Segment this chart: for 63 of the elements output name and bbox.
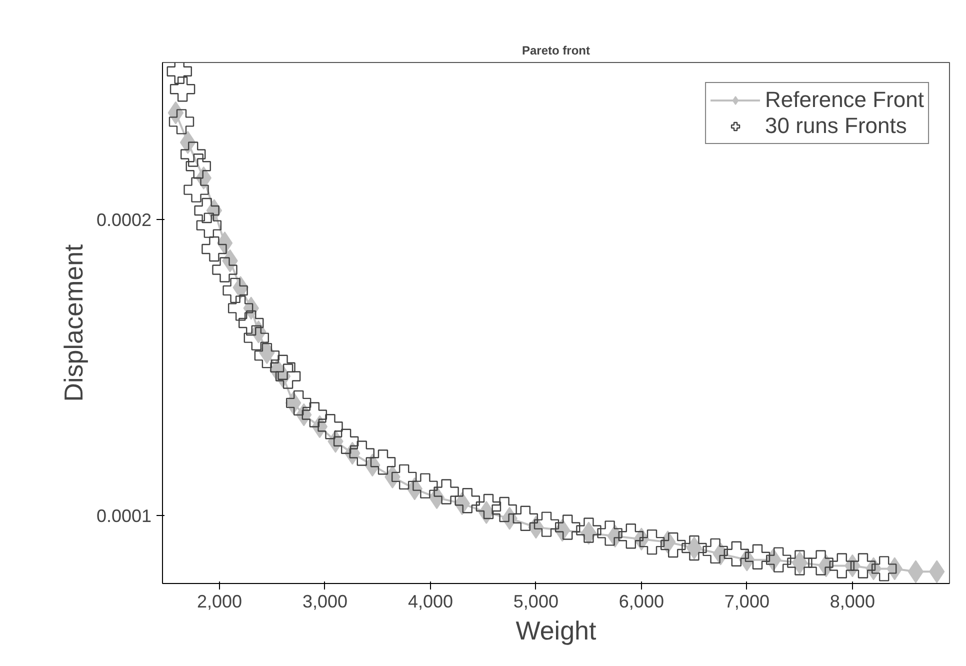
point xyxy=(534,512,560,537)
x-tick-label: 8,000 xyxy=(830,592,875,612)
point xyxy=(555,514,580,540)
point xyxy=(254,342,280,368)
point xyxy=(829,553,854,578)
point xyxy=(270,354,296,380)
x-tick-label: 6,000 xyxy=(618,592,664,612)
point xyxy=(639,529,665,555)
point xyxy=(168,109,194,134)
point xyxy=(186,154,211,179)
point xyxy=(238,310,264,336)
chart-title: Pareto front xyxy=(522,44,590,58)
point xyxy=(702,538,728,564)
x-tick-label: 7,000 xyxy=(724,592,770,612)
point xyxy=(196,212,222,238)
point xyxy=(850,553,876,578)
y-axis-title: Displacement xyxy=(58,243,88,402)
point xyxy=(792,551,808,574)
point xyxy=(194,198,220,224)
point xyxy=(476,494,502,520)
x-tick-label: 5,000 xyxy=(513,592,558,612)
point xyxy=(333,428,359,454)
point xyxy=(318,414,343,440)
point xyxy=(202,236,227,262)
point xyxy=(244,325,269,350)
legend-label: 30 runs Fronts xyxy=(765,113,907,139)
point xyxy=(576,518,602,543)
point xyxy=(349,440,374,466)
point xyxy=(302,402,328,428)
point xyxy=(170,76,196,102)
point xyxy=(434,479,459,504)
point xyxy=(212,257,238,282)
x-tick-label: 4,000 xyxy=(408,592,453,612)
y-tick-label: 0.0002 xyxy=(96,210,152,230)
point xyxy=(228,296,254,321)
point xyxy=(766,547,792,572)
point xyxy=(286,390,312,416)
point xyxy=(787,550,812,576)
point xyxy=(492,496,517,522)
y-tick-label: 0.0001 xyxy=(96,506,152,526)
point xyxy=(412,473,438,498)
point xyxy=(618,524,644,549)
point xyxy=(454,488,480,514)
legend-label: Reference Front xyxy=(765,87,924,113)
x-tick-label: 3,000 xyxy=(302,592,348,612)
point xyxy=(724,541,749,566)
point xyxy=(660,532,686,558)
x-tick-label: 2,000 xyxy=(196,592,242,612)
point xyxy=(908,560,924,584)
point xyxy=(370,450,396,475)
point xyxy=(808,550,834,576)
x-axis-title: Weight xyxy=(516,616,597,646)
point xyxy=(871,556,897,582)
point xyxy=(686,536,702,560)
point xyxy=(275,364,301,389)
point xyxy=(682,535,707,561)
point xyxy=(180,142,206,167)
point xyxy=(222,278,248,304)
point xyxy=(744,544,770,570)
point xyxy=(512,506,538,531)
point xyxy=(184,177,209,202)
point xyxy=(597,520,622,546)
point xyxy=(391,464,417,490)
